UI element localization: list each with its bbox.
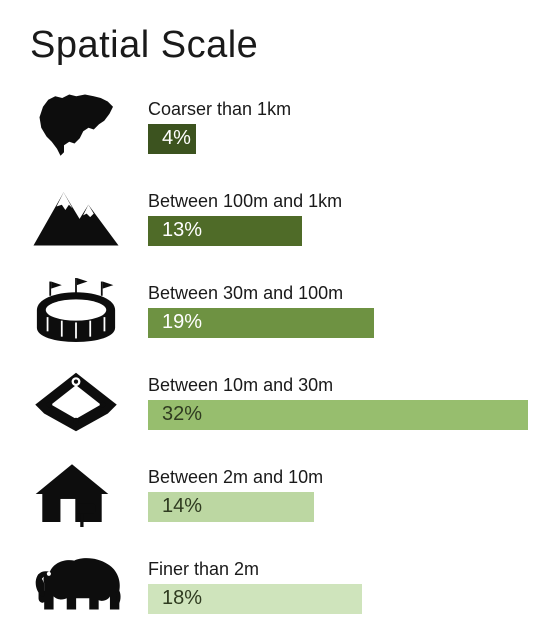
row-content: Between 10m and 30m 32% [148,375,528,430]
row-label: Coarser than 1km [148,99,528,120]
bar-track: 13% [148,216,528,246]
bar-track: 4% [148,124,528,154]
chart-row: Finer than 2m18% [30,547,524,625]
row-label: Between 100m and 1km [148,191,528,212]
row-content: Between 100m and 1km 13% [148,191,528,246]
row-label: Between 30m and 100m [148,283,528,304]
bar-value: 32% [162,403,202,426]
bar-value: 14% [162,495,202,518]
mountain-icon [30,187,148,249]
page-title: Spatial Scale [30,24,524,67]
row-label: Finer than 2m [148,559,528,580]
stadium-icon [30,278,148,342]
elephant-icon [30,555,148,617]
bar: 4% [148,124,196,154]
bar-track: 32% [148,400,528,430]
house-icon [30,461,148,527]
chart-rows: Coarser than 1km4% Between 100m and 1km1… [30,87,524,625]
row-content: Finer than 2m 18% [148,559,528,614]
bar-value: 19% [162,311,202,334]
bar: 14% [148,492,314,522]
chart-row: Between 10m and 30m32% [30,363,524,441]
row-label: Between 2m and 10m [148,467,528,488]
continent-icon [30,91,148,161]
bar: 18% [148,584,362,614]
chart-row: Between 30m and 100m19% [30,271,524,349]
bar-track: 19% [148,308,528,338]
bar: 13% [148,216,302,246]
bar-track: 18% [148,584,528,614]
chart-row: Coarser than 1km4% [30,87,524,165]
field-icon [30,371,148,433]
chart-row: Between 2m and 10m14% [30,455,524,533]
bar: 32% [148,400,528,430]
chart-row: Between 100m and 1km13% [30,179,524,257]
row-label: Between 10m and 30m [148,375,528,396]
bar-value: 18% [162,587,202,610]
row-content: Coarser than 1km 4% [148,99,528,154]
bar: 19% [148,308,374,338]
row-content: Between 2m and 10m 14% [148,467,528,522]
bar-track: 14% [148,492,528,522]
bar-value: 4% [162,127,191,150]
bar-value: 13% [162,219,202,242]
row-content: Between 30m and 100m 19% [148,283,528,338]
